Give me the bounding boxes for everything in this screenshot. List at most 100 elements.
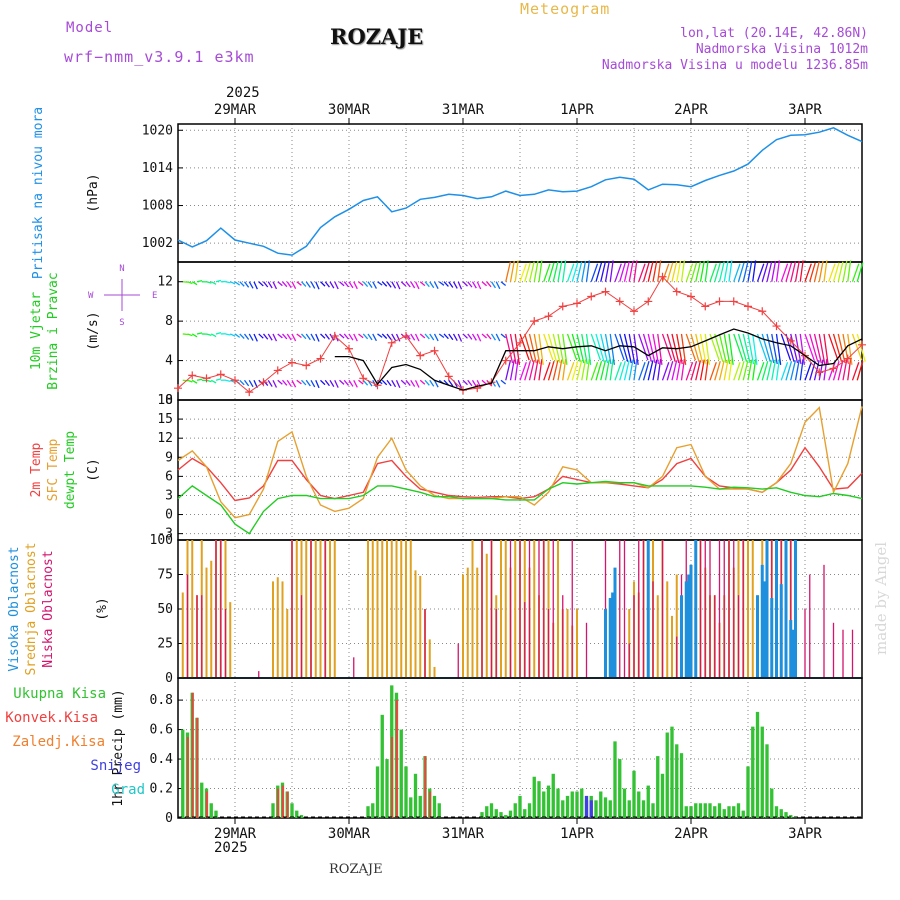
panel-wind: 0 4 8 12 10m Vjetar Brzina i Pravac (m/s) N S W E — [29, 260, 866, 408]
total-precip-bar — [760, 726, 764, 818]
wind-barb — [391, 281, 397, 289]
total-precip-bar — [556, 788, 560, 818]
gust-marker — [858, 340, 866, 349]
wind-barb — [752, 260, 757, 282]
wind-barb — [742, 333, 751, 364]
wind-barb — [410, 333, 416, 341]
wind-barb — [424, 379, 430, 386]
wind-barb — [277, 281, 283, 287]
wind-barb — [495, 333, 501, 342]
wind-barb — [400, 281, 407, 287]
gust-marker — [829, 364, 838, 373]
wind-barb — [377, 333, 383, 338]
wind-barb — [832, 333, 843, 362]
wind-barb — [590, 263, 599, 282]
wind-barb — [728, 358, 733, 381]
lonlat-label: lon,lat (20.14E, 42.86N) — [680, 26, 868, 41]
wind-barb — [433, 333, 439, 342]
total-precip-bar — [613, 741, 617, 818]
wind-barb — [666, 262, 674, 282]
wind-barb — [462, 333, 468, 339]
wind-barb — [785, 333, 795, 362]
total-precip-bar — [561, 800, 565, 818]
wind-barb — [571, 361, 579, 381]
wind-barb — [206, 281, 212, 284]
convective-precip-bar — [196, 717, 199, 818]
wind-barb — [348, 379, 354, 387]
gust-marker — [202, 374, 211, 383]
wind-barb — [315, 281, 320, 290]
gust-marker — [188, 371, 197, 380]
wind-barb — [210, 333, 217, 338]
wind-barb — [695, 261, 702, 282]
total-precip-bar — [413, 773, 418, 818]
wind-barb — [301, 281, 307, 287]
precip-legend-item: Ukupna Kisa — [13, 686, 106, 702]
unit-label: (hPa) — [86, 173, 101, 212]
y-axis-label: 2m Temp — [29, 442, 44, 497]
wind-barb — [315, 380, 320, 389]
total-precip-bar — [437, 803, 441, 818]
wind-barb — [215, 331, 222, 335]
wind-barb — [623, 333, 632, 364]
total-precip-bar — [736, 803, 741, 818]
wind-barb — [647, 261, 654, 282]
wind-barb — [661, 263, 670, 282]
wind-barb — [514, 358, 519, 381]
wind-barb — [733, 263, 741, 282]
wind-barb — [514, 333, 521, 365]
total-precip-bar — [708, 803, 712, 818]
wind-barb — [604, 260, 610, 282]
total-precip-bar — [774, 806, 779, 818]
gust-marker — [373, 381, 382, 390]
gust-marker — [316, 354, 325, 363]
wind-barb — [809, 262, 816, 282]
wind-barb — [391, 379, 397, 388]
panel-pressure: 1002 1008 1014 1020 Pritisak na nivou mora (h… — [31, 107, 863, 279]
wind-barb — [733, 362, 741, 381]
wind-barb — [524, 262, 531, 282]
wind-barb — [229, 333, 236, 337]
wind-barb — [500, 379, 507, 385]
wind-barb — [500, 281, 507, 286]
wind-barb — [623, 261, 630, 282]
wind-barb — [196, 280, 203, 283]
wind-barb — [557, 359, 563, 381]
wind-barb — [381, 379, 388, 386]
total-precip-bar — [727, 806, 731, 818]
total-precip-bar — [542, 791, 546, 818]
wind-barb — [695, 333, 704, 364]
wind-barb — [614, 333, 625, 361]
convective-precip-bar — [424, 756, 427, 818]
wind-barb — [562, 333, 568, 365]
wind-barb — [324, 281, 330, 288]
precip-legend-item: Grad — [111, 782, 145, 798]
day-label-top: 31MAR — [442, 102, 485, 118]
total-precip-bar — [485, 806, 489, 818]
unit-label: (C) — [86, 458, 101, 481]
y-axis-label: Brzina i Pravac — [46, 272, 61, 389]
wind-barb — [685, 263, 694, 282]
wind-barb — [828, 333, 839, 361]
wind-barb — [243, 281, 250, 288]
gust-marker — [516, 338, 524, 347]
wind-barb — [343, 281, 350, 288]
wind-barb — [514, 260, 519, 282]
wind-barb — [742, 360, 749, 381]
wind-barb — [253, 281, 258, 290]
wind-barb — [714, 262, 721, 282]
gust-marker — [630, 307, 638, 316]
wind-barb — [619, 262, 626, 282]
wind-barb — [381, 281, 388, 287]
wind-barb — [538, 358, 543, 381]
wind-barb — [657, 358, 662, 381]
wind-barb — [718, 333, 727, 364]
sfc-temp-line — [177, 406, 863, 519]
wind-barb — [334, 380, 339, 388]
total-precip-bar — [641, 800, 646, 818]
wind-barb — [775, 260, 780, 282]
y-axis-label: 1hr Precip (mm) — [111, 689, 126, 806]
gust-marker — [687, 292, 695, 301]
wind-barb — [343, 379, 350, 386]
y-tick-label: 9 — [165, 450, 173, 465]
